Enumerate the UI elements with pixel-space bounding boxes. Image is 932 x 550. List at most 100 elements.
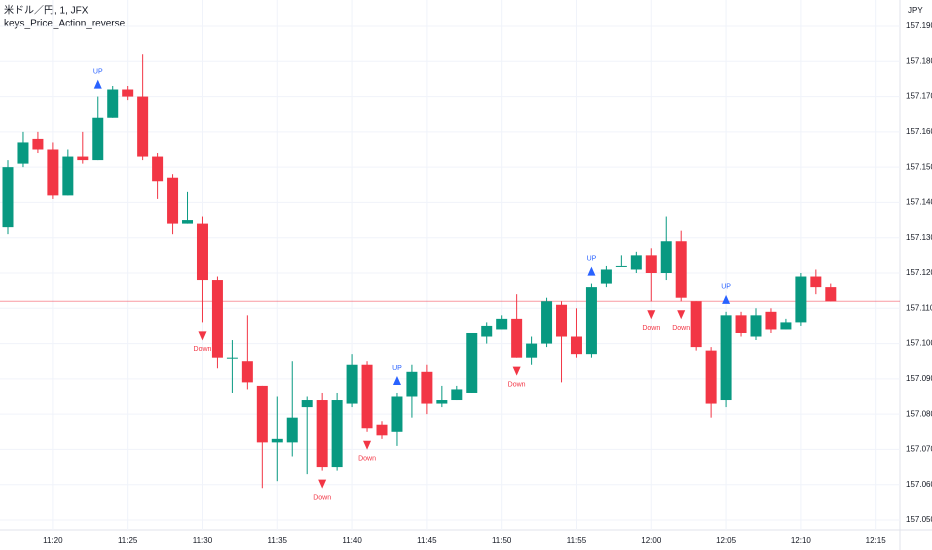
- candle-body: [421, 371, 433, 404]
- candle-body: [765, 311, 777, 330]
- candle-body: [92, 117, 104, 161]
- candle-body: [167, 177, 179, 224]
- candle-body: [600, 269, 612, 284]
- candle-body: [705, 350, 717, 404]
- candle-body: [481, 325, 493, 337]
- candle-body: [77, 156, 89, 161]
- currency-label: JPY: [908, 6, 923, 15]
- signal-marker: [722, 294, 731, 304]
- y-tick-label: 157.170: [906, 92, 932, 101]
- x-tick-label: 12:00: [641, 536, 662, 545]
- candle-body: [720, 315, 732, 401]
- signal-label: Down: [672, 325, 690, 332]
- x-tick-label: 11:50: [492, 536, 512, 545]
- x-tick-label: 11:40: [342, 536, 362, 545]
- candle-body: [32, 138, 44, 150]
- signal-label: UP: [587, 255, 597, 262]
- signal-label: UP: [93, 68, 103, 75]
- candle-body: [391, 396, 403, 432]
- y-tick-label: 157.180: [906, 56, 932, 65]
- y-tick-label: 157.080: [906, 409, 932, 418]
- candle-body: [570, 336, 582, 355]
- x-tick-label: 12:10: [791, 536, 812, 545]
- signal-label: Down: [313, 494, 331, 501]
- candle-body: [361, 364, 373, 429]
- x-tick-label: 12:15: [866, 536, 887, 545]
- candle-body: [256, 385, 268, 443]
- candle-body: [301, 400, 313, 408]
- candle-body: [107, 89, 119, 118]
- candle-body: [795, 276, 807, 323]
- candle-body: [630, 255, 642, 270]
- y-tick-label: 157.060: [906, 480, 932, 489]
- candle-body: [376, 424, 388, 436]
- x-tick-label: 11:45: [417, 536, 437, 545]
- candle-body: [2, 167, 14, 228]
- candle-body: [17, 142, 29, 164]
- candle-body: [660, 241, 672, 273]
- candle-body: [556, 304, 568, 337]
- signal-marker: [198, 331, 207, 341]
- signal-marker: [93, 79, 102, 89]
- candle-body: [541, 301, 553, 344]
- candle-body: [451, 389, 463, 401]
- candle-body: [346, 364, 358, 404]
- signal-label: UP: [392, 365, 402, 372]
- candle-body: [286, 417, 298, 443]
- candle-body: [406, 371, 418, 397]
- candle-body: [47, 149, 59, 196]
- candle-body: [645, 255, 657, 273]
- y-tick-label: 157.140: [906, 198, 932, 207]
- y-tick-label: 157.190: [906, 21, 932, 30]
- y-tick-label: 157.050: [906, 515, 932, 524]
- candle-body: [62, 156, 74, 196]
- y-tick-label: 157.100: [906, 339, 932, 348]
- candle-body: [331, 400, 343, 468]
- y-tick-label: 157.120: [906, 268, 932, 277]
- indicator-name: keys_Price_Action_reverse: [4, 19, 126, 30]
- x-tick-label: 11:35: [268, 536, 288, 545]
- x-tick-label: 11:55: [567, 536, 587, 545]
- signal-label: Down: [194, 346, 212, 353]
- signal-label: UP: [721, 284, 731, 291]
- signal-marker: [318, 479, 327, 489]
- signal-marker: [647, 310, 656, 320]
- signal-label: Down: [358, 456, 376, 463]
- y-tick-label: 157.070: [906, 445, 932, 454]
- candle-body: [615, 265, 627, 267]
- candle-body: [690, 301, 702, 348]
- chart-title: 米ドル／円, 1, JFX: [4, 4, 89, 17]
- candle-body: [182, 220, 194, 224]
- candle-body: [226, 357, 238, 359]
- y-tick-label: 157.090: [906, 374, 932, 383]
- x-tick-label: 11:30: [193, 536, 213, 545]
- candle-body: [750, 315, 762, 337]
- signal-marker: [512, 366, 521, 376]
- candle-body: [436, 400, 448, 404]
- y-tick-label: 157.130: [906, 233, 932, 242]
- signal-marker: [392, 375, 401, 385]
- x-tick-label: 11:25: [118, 536, 138, 545]
- candle-body: [122, 89, 134, 97]
- candle-body: [466, 332, 478, 393]
- candle-body: [526, 343, 538, 358]
- signal-label: Down: [508, 382, 526, 389]
- candle-body: [241, 361, 253, 383]
- candle-body: [585, 287, 597, 355]
- candle-body: [271, 438, 283, 443]
- signal-label: Down: [642, 325, 660, 332]
- candle-body: [810, 276, 822, 288]
- candle-body: [152, 156, 164, 182]
- candle-body: [496, 318, 508, 330]
- candle-body: [196, 223, 208, 281]
- y-tick-label: 157.150: [906, 162, 932, 171]
- candle-body: [511, 318, 523, 358]
- candle-body: [316, 400, 328, 468]
- candle-body: [211, 280, 223, 358]
- candle-body: [137, 96, 149, 157]
- candle-body: [675, 241, 687, 298]
- candle-body: [825, 287, 837, 302]
